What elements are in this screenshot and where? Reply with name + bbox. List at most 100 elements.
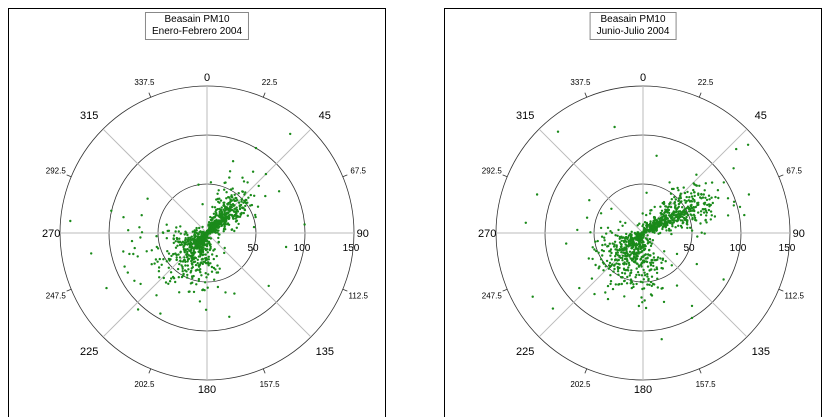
angle-label-major: 0	[640, 72, 646, 84]
scatter-point	[685, 211, 688, 214]
scatter-point	[193, 256, 197, 259]
scatter-point	[705, 198, 709, 202]
scatter-point	[653, 205, 656, 209]
angle-label-minor: 247.5	[46, 292, 67, 301]
scatter-point	[150, 249, 153, 252]
scatter-point	[158, 257, 161, 261]
scatter-point	[180, 243, 184, 246]
scatter-point	[233, 193, 236, 196]
scatter-point	[230, 203, 234, 207]
scatter-point	[176, 238, 179, 241]
scatter-point	[633, 248, 636, 251]
scatter-point	[661, 225, 664, 229]
scatter-point	[627, 261, 631, 265]
minor-angle-tick	[262, 92, 266, 98]
scatter-point	[233, 229, 236, 233]
scatter-point	[665, 229, 668, 232]
scatter-point	[642, 278, 645, 281]
scatter-point	[201, 237, 204, 240]
scatter-point	[222, 223, 225, 226]
scatter-point	[228, 315, 231, 318]
scatter-point	[644, 245, 647, 248]
scatter-point	[185, 253, 188, 257]
scatter-point	[206, 286, 209, 289]
scatter-point	[205, 232, 209, 236]
scatter-point	[198, 269, 201, 272]
scatter-point	[216, 192, 219, 195]
scatter-point	[650, 284, 653, 288]
scatter-point	[223, 246, 226, 250]
scatter-point	[105, 286, 108, 290]
scatter-point	[206, 242, 209, 246]
scatter-point	[212, 266, 216, 270]
scatter-point	[169, 271, 173, 274]
scatter-point	[656, 286, 659, 289]
scatter-point	[664, 217, 668, 220]
scatter-point	[641, 243, 645, 247]
scatter-point	[133, 246, 136, 250]
scatter-point	[660, 209, 664, 212]
scatter-point	[627, 266, 630, 269]
scatter-point	[668, 220, 671, 223]
scatter-point	[246, 201, 249, 204]
scatter-point	[217, 236, 220, 240]
scatter-point	[636, 231, 639, 234]
scatter-point	[218, 197, 221, 200]
scatter-point	[621, 271, 624, 275]
scatter-point	[645, 191, 648, 194]
scatter-point	[679, 196, 682, 200]
scatter-point	[648, 212, 652, 215]
scatter-point	[289, 132, 292, 136]
chart-title-box: Beasain PM10 Junio-Julio 2004	[589, 12, 677, 40]
scatter-point	[233, 207, 236, 210]
scatter-point	[713, 215, 717, 218]
scatter-point	[618, 237, 621, 240]
angle-label-major: 225	[80, 346, 98, 358]
scatter-point	[627, 245, 630, 248]
scatter-point	[657, 225, 661, 228]
scatter-point	[632, 257, 635, 261]
scatter-point	[666, 210, 669, 214]
scatter-point	[644, 257, 647, 260]
angle-label-minor: 22.5	[698, 78, 714, 87]
scatter-point	[691, 216, 694, 220]
scatter-point	[608, 261, 612, 265]
scatter-point	[689, 209, 692, 213]
scatter-point	[175, 226, 178, 229]
scatter-point	[181, 267, 184, 270]
scatter-point	[625, 240, 628, 243]
scatter-point	[130, 239, 134, 243]
scatter-point	[707, 194, 711, 197]
scatter-point	[644, 260, 648, 263]
scatter-point	[234, 211, 238, 214]
scatter-point	[681, 219, 684, 222]
scatter-point	[524, 221, 527, 224]
scatter-point	[607, 264, 611, 267]
scatter-point	[122, 250, 125, 253]
scatter-point	[191, 242, 194, 245]
scatter-point	[660, 261, 663, 264]
scatter-point	[649, 261, 652, 264]
scatter-point	[217, 229, 220, 232]
scatter-point	[205, 240, 209, 243]
chart-subtitle: Junio-Julio 2004	[596, 26, 670, 37]
scatter-point	[595, 249, 598, 253]
scatter-point	[625, 232, 628, 236]
scatter-point	[220, 206, 223, 209]
minor-angle-tick	[66, 174, 72, 178]
scatter-point	[618, 241, 622, 244]
scatter-point	[693, 209, 696, 213]
minor-angle-tick	[342, 174, 348, 178]
scatter-point	[589, 231, 592, 234]
scatter-point	[170, 254, 173, 258]
scatter-point	[213, 219, 216, 222]
scatter-point	[235, 206, 238, 209]
scatter-point	[636, 247, 639, 251]
chart-title: Beasain PM10	[600, 14, 666, 25]
scatter-point	[690, 192, 693, 195]
scatter-point	[722, 278, 725, 281]
scatter-point	[596, 239, 599, 243]
scatter-point	[215, 221, 218, 224]
scatter-point	[703, 203, 706, 206]
scatter-point	[136, 308, 140, 311]
